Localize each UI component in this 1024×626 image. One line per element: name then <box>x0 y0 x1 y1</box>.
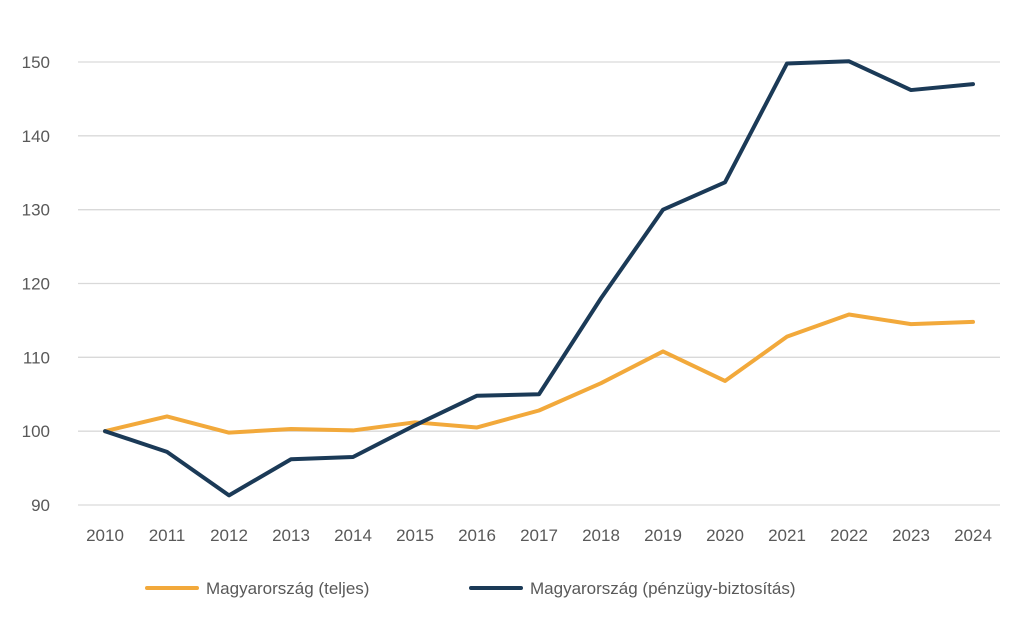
x-axis-ticks: 2010 2011 2012 2013 2014 2015 2016 2017 2018 2019… <box>86 526 992 545</box>
y-axis-ticks: 90 100 110 120 130 140 150 <box>22 53 50 515</box>
x-tick-label-2022: 2022 <box>830 526 868 545</box>
x-tick-label-2011: 2011 <box>149 526 186 545</box>
x-tick-label-2019: 2019 <box>644 526 682 545</box>
legend-label-1: Magyarország (teljes) <box>206 579 369 598</box>
gridlines <box>78 61 1000 506</box>
series-line-1 <box>103 312 975 435</box>
x-tick-label-2021: 2021 <box>768 526 806 545</box>
x-tick-label-2014: 2014 <box>334 526 372 545</box>
y-tick-label-100: 100 <box>22 422 50 441</box>
x-tick-label-2012: 2012 <box>210 526 248 545</box>
x-tick-label-2013: 2013 <box>272 526 310 545</box>
x-tick-label-2015: 2015 <box>396 526 434 545</box>
x-tick-label-2017: 2017 <box>520 526 558 545</box>
x-tick-label-2010: 2010 <box>86 526 124 545</box>
y-tick-label-110: 110 <box>23 348 50 367</box>
x-tick-label-2016: 2016 <box>458 526 496 545</box>
legend-label-2: Magyarország (pénzügy-biztosítás) <box>530 579 796 598</box>
y-tick-label-120: 120 <box>22 275 50 294</box>
y-tick-label-150: 150 <box>22 53 50 72</box>
y-tick-label-90: 90 <box>31 496 50 515</box>
y-tick-label-140: 140 <box>22 127 50 146</box>
y-tick-label-130: 130 <box>22 201 50 220</box>
x-tick-label-2018: 2018 <box>582 526 620 545</box>
x-tick-label-2020: 2020 <box>706 526 744 545</box>
series-lines <box>103 59 975 498</box>
legend: Magyarország (teljes) Magyarország (pénzü… <box>145 579 796 598</box>
x-tick-label-2023: 2023 <box>892 526 930 545</box>
x-tick-label-2024: 2024 <box>954 526 992 545</box>
